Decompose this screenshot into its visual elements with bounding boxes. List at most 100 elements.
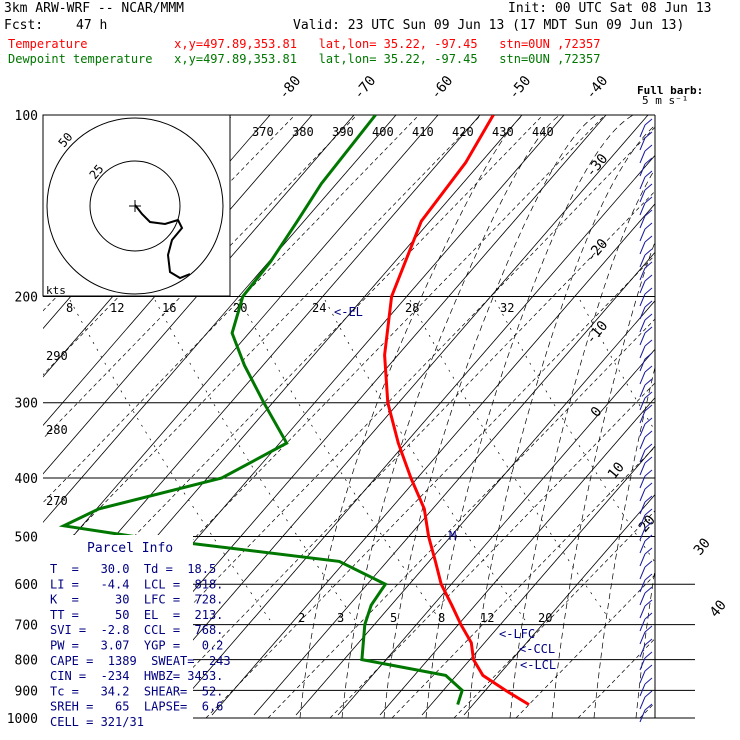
pressure-tick-label: 600 (15, 578, 38, 593)
isotherm-line (43, 115, 420, 504)
wind-barb (639, 332, 646, 346)
wind-barb (644, 495, 653, 503)
temperature-tick-label: -10 (583, 318, 612, 348)
temperature-tick-label: -70 (351, 73, 380, 103)
parcel-info-row: Tc = 34.2 SHEAR= 52. (50, 684, 223, 698)
parcel-info-row: TT = 50 EL = 213. (50, 608, 223, 622)
wind-barb (644, 274, 653, 282)
dry-adiabat-line (43, 115, 397, 523)
wind-barb (644, 443, 653, 451)
dry-adiabat-line (295, 300, 655, 716)
dry-adiabat-line (379, 397, 655, 716)
wind-barb (644, 287, 653, 295)
wind-barb (644, 404, 653, 412)
mixing-ratio-label: 24 (312, 301, 326, 315)
pressure-tick-label: 800 (15, 654, 38, 669)
wind-barb (644, 534, 653, 542)
level-marker-label: <-CCL (519, 642, 555, 656)
mixing-ratio-line (494, 299, 655, 563)
wind-barb (639, 254, 646, 268)
wind-barb (644, 300, 653, 308)
valid-time: Valid: 23 UTC Sun 09 Jun 13 (17 MDT Sun … (293, 18, 685, 33)
pressure-tick-label: 700 (15, 619, 38, 634)
hodograph-ring-outer (46, 117, 224, 295)
wind-barb (644, 183, 653, 191)
pressure-tick-label: 300 (15, 397, 38, 412)
wind-barb (639, 514, 646, 528)
theta-e-label: 270 (46, 494, 68, 508)
wind-barb (644, 196, 653, 204)
isotherm-line (43, 115, 482, 567)
wind-barb (639, 618, 646, 632)
isotherm-line (267, 318, 655, 719)
wind-barb (644, 326, 653, 334)
temperature-line (383, 115, 530, 706)
theta-e-label: 290 (46, 349, 68, 363)
wind-barb (644, 677, 653, 685)
wind-barb (644, 352, 653, 360)
wind-barb (639, 579, 646, 593)
wind-barb (644, 586, 653, 594)
moist-adiabat-line (593, 365, 655, 719)
parcel-info-row: CAPE = 1389 SWEAT= 243 (50, 654, 231, 668)
hodograph-unit: kts (46, 284, 66, 297)
level-marker-label: <-EL (334, 305, 363, 319)
wind-barb (644, 521, 653, 529)
hodograph-ring-inner (89, 160, 181, 252)
wind-barb (644, 482, 653, 490)
pressure-tick-label: 100 (15, 109, 38, 124)
wind-barb (639, 189, 646, 203)
wind-barb (644, 612, 653, 620)
wind-barb (644, 248, 653, 256)
level-marker-label: M (449, 529, 456, 543)
wind-barb (639, 163, 646, 177)
temperature-tick-label: 40 (707, 597, 730, 620)
parcel-info-row: K = 30 LFC = 728. (50, 593, 223, 607)
dewpoint-line (58, 115, 464, 706)
wind-barb (644, 391, 653, 399)
dry-adiabat-line (421, 445, 655, 716)
wind-barb (644, 131, 653, 139)
wind-barb (639, 501, 646, 515)
wind-barb (644, 651, 653, 659)
wind-barb (639, 358, 646, 372)
mixing-ratio-label: 5 (390, 611, 397, 625)
wind-barb (639, 540, 646, 554)
wind-barb (644, 417, 653, 425)
wind-barb (644, 378, 653, 386)
wind-barb (644, 222, 653, 230)
wind-barb (644, 547, 653, 555)
forecast-label: Fcst: (4, 18, 44, 33)
parcel-info-row: SVI = -2.8 CCL = 768. (50, 623, 223, 637)
wind-barb (639, 527, 646, 541)
mixing-ratio-label: 32 (500, 301, 514, 315)
mixing-ratio-label: 8 (66, 301, 73, 315)
parcel-info-row: CIN = -234 HWBZ= 3453. (50, 669, 223, 683)
wind-barb (639, 488, 646, 502)
wind-barb (644, 703, 653, 711)
wind-barb (644, 638, 653, 646)
mixing-ratio-label: 8 (438, 611, 445, 625)
wind-barb (639, 631, 646, 645)
temperature-tick-label: 30 (691, 535, 714, 558)
pressure-tick-label: 200 (15, 291, 38, 306)
isotherm-line (515, 574, 655, 719)
dry-adiabat-line (337, 348, 655, 716)
wind-barb (639, 215, 646, 229)
theta-label: 380 (292, 125, 314, 139)
theta-label: 430 (492, 125, 514, 139)
wind-barb (639, 592, 646, 606)
wind-barb (639, 436, 646, 450)
wind-barb (644, 365, 653, 373)
temperature-tick-label: -80 (276, 73, 305, 103)
wind-barb (644, 664, 653, 672)
mixing-ratio-line (324, 299, 526, 621)
wind-barb (644, 560, 653, 568)
wind-barb (639, 410, 646, 424)
wind-barb (639, 423, 646, 437)
pressure-tick-label: 1000 (7, 712, 38, 727)
dry-adiabat-line (463, 494, 655, 716)
isotherm-line (143, 190, 655, 719)
wind-barb (639, 150, 646, 164)
parcel-info-title: Parcel Info (87, 541, 173, 556)
